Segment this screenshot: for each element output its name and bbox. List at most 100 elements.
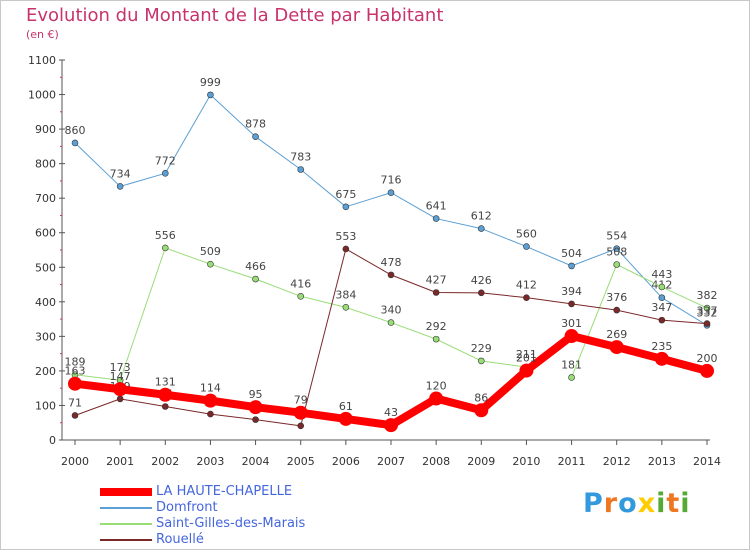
data-point: [116, 395, 124, 403]
brand-letter: t: [666, 488, 681, 519]
data-label: 416: [290, 277, 311, 290]
data-label: 120: [426, 380, 447, 393]
data-point: [429, 391, 444, 406]
x-tick-label: 2003: [196, 455, 224, 468]
legend-label: Domfront: [156, 500, 218, 515]
brand-logo: Proxiti: [583, 488, 691, 519]
brand-letter: i: [656, 488, 667, 519]
legend-label: Saint-Gilles-des-Marais: [156, 516, 306, 531]
legend-item[interactable]: Saint-Gilles-des-Marais: [100, 516, 400, 532]
y-tick-label: 1100: [28, 54, 56, 67]
data-point: [116, 183, 124, 190]
data-label: 173: [110, 361, 131, 374]
data-point: [523, 243, 530, 250]
data-label: 675: [335, 188, 356, 201]
data-label: 337: [697, 305, 718, 318]
data-label: 332: [697, 306, 718, 319]
x-tick-label: 2010: [512, 455, 540, 468]
data-point: [432, 215, 440, 222]
data-label: 772: [155, 154, 176, 167]
data-label: 61: [339, 400, 353, 413]
y-tick-label: 0: [49, 434, 56, 447]
data-point: [609, 340, 624, 355]
data-point: [297, 292, 305, 300]
brand-letter: o: [618, 488, 638, 519]
data-point: [519, 363, 534, 378]
data-point: [248, 400, 263, 415]
data-label: 229: [471, 342, 492, 355]
data-point: [161, 170, 169, 177]
data-label: 382: [697, 289, 718, 302]
data-point: [384, 418, 398, 433]
data-label: 509: [200, 245, 221, 258]
data-label: 181: [561, 358, 582, 371]
data-point: [297, 422, 305, 430]
data-label: 201: [516, 352, 537, 365]
data-label: 71: [68, 396, 82, 409]
data-label: 734: [110, 167, 131, 180]
data-point: [338, 411, 353, 426]
legend-item[interactable]: Rouellé: [100, 532, 400, 548]
legend-swatch: [100, 539, 152, 541]
legend-swatch: [100, 523, 152, 525]
data-point: [477, 357, 485, 365]
data-point: [342, 245, 350, 253]
data-label: 860: [65, 124, 86, 137]
y-tick-label: 200: [35, 365, 56, 378]
data-point: [568, 374, 575, 381]
data-label: 553: [335, 230, 356, 243]
data-label: 79: [294, 394, 308, 407]
data-label: 43: [384, 406, 398, 419]
data-label: 269: [606, 328, 627, 341]
data-label: 478: [381, 256, 402, 269]
y-tick-label: 400: [35, 296, 56, 309]
data-point: [654, 351, 669, 366]
data-label: 508: [606, 246, 627, 259]
data-label: 443: [651, 268, 672, 281]
line-chart: 0 100 200 300 400 500 600 700 800 900 1000 1100 2000…: [28, 54, 721, 468]
data-point: [703, 320, 711, 327]
data-label: 560: [516, 228, 537, 241]
x-tick-label: 2013: [648, 455, 676, 468]
data-point: [207, 91, 214, 99]
legend-item[interactable]: LA HAUTE-CHAPELLE: [100, 484, 400, 500]
brand-letter: r: [603, 488, 619, 519]
data-label: 427: [426, 273, 447, 286]
data-point: [113, 382, 128, 397]
x-tick-label: 2001: [106, 455, 134, 468]
x-tick-label: 2014: [693, 455, 721, 468]
data-label: 999: [200, 76, 221, 89]
data-point: [252, 416, 259, 423]
series-group: 163 147 131 114 95 79 61 43 120 86 201 301 269 235 200: [65, 317, 718, 433]
legend-item[interactable]: Domfront: [100, 500, 400, 516]
brand-letter: x: [637, 488, 657, 519]
data-point: [342, 203, 350, 211]
data-point: [342, 304, 350, 311]
data-point: [387, 189, 395, 196]
data-label: 412: [516, 279, 537, 292]
x-tick-label: 2012: [603, 455, 631, 468]
y-tick-label: 800: [35, 158, 56, 171]
data-label: 301: [561, 317, 582, 330]
data-point: [613, 245, 621, 252]
data-point: [658, 283, 666, 291]
data-point: [161, 403, 169, 410]
legend: LA HAUTE-CHAPELLE Domfront Saint-Gilles-…: [100, 484, 400, 548]
data-label: 86: [474, 391, 488, 404]
data-label: 556: [155, 229, 176, 242]
x-tick-label: 2005: [287, 455, 315, 468]
data-point: [207, 260, 214, 268]
y-tick-label: 500: [35, 261, 56, 274]
data-label: 189: [65, 356, 86, 369]
data-point: [161, 244, 169, 252]
data-label: 163: [65, 365, 86, 378]
y-tick-label: 600: [35, 227, 56, 240]
x-tick-label: 2006: [332, 455, 360, 468]
data-label: 235: [651, 340, 672, 353]
series-group: 860 734 772 999 878 783 675 716 641 612 560 504 554 4…: [65, 76, 718, 329]
data-label: 783: [290, 151, 311, 164]
data-point: [568, 262, 575, 270]
x-tick-label: 2009: [467, 455, 495, 468]
data-point: [158, 387, 173, 402]
